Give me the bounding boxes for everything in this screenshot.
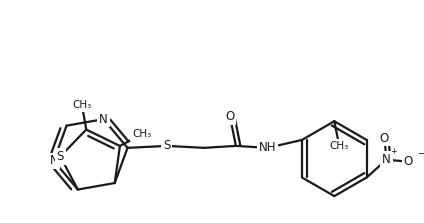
Text: CH₃: CH₃	[73, 100, 92, 110]
Text: N: N	[382, 153, 391, 166]
Text: NH: NH	[259, 141, 276, 154]
Text: S: S	[163, 139, 170, 152]
Text: CH₃: CH₃	[329, 141, 349, 151]
Text: O: O	[380, 132, 389, 145]
Text: O: O	[225, 110, 234, 123]
Text: −: −	[418, 149, 424, 159]
Text: N: N	[49, 154, 58, 167]
Text: CH₃: CH₃	[132, 129, 151, 139]
Text: N: N	[99, 113, 108, 126]
Text: +: +	[390, 147, 397, 156]
Text: S: S	[56, 150, 64, 163]
Text: O: O	[404, 155, 413, 168]
